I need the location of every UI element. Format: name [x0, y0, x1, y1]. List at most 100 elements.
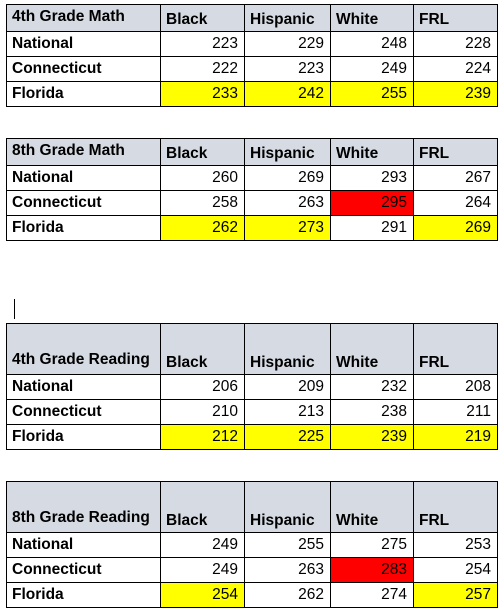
table-title: 8th Grade Reading	[6, 481, 161, 533]
table-cell: 293	[330, 165, 414, 191]
table-cell: 206	[160, 374, 245, 400]
column-header-hispanic: Hispanic	[244, 138, 331, 166]
table-8th-grade-reading: 8th Grade Reading Black Hispanic White F…	[6, 481, 498, 608]
column-header-white: White	[330, 4, 414, 32]
table-row: Florida 212 225 239 219	[6, 424, 498, 450]
table-cell: 239	[330, 424, 414, 450]
table-cell: 260	[160, 165, 245, 191]
table-row: National 223 229 248 228	[6, 31, 498, 57]
column-header-black: Black	[160, 4, 245, 32]
table-cell: 255	[244, 532, 331, 558]
table-cell: 225	[244, 424, 331, 450]
table-cell: 224	[413, 56, 498, 82]
table-cell: 274	[330, 582, 414, 608]
column-header-frl: FRL	[413, 4, 498, 32]
table-cell: 213	[244, 399, 331, 425]
table-cell: 273	[244, 215, 331, 241]
table-row: Florida 233 242 255 239	[6, 81, 498, 107]
table-cell: 263	[244, 557, 331, 583]
table-cell: 262	[244, 582, 331, 608]
table-header-row: 4th Grade Reading Black Hispanic White F…	[6, 323, 498, 375]
table-cell: 275	[330, 532, 414, 558]
table-cell: 254	[413, 557, 498, 583]
table-8th-grade-math: 8th Grade Math Black Hispanic White FRL …	[6, 138, 498, 241]
table-cell: 255	[330, 81, 414, 107]
table-header-row: 8th Grade Reading Black Hispanic White F…	[6, 481, 498, 533]
table-title: 4th Grade Math	[6, 4, 161, 32]
row-label: Florida	[6, 81, 161, 107]
column-header-frl: FRL	[413, 481, 498, 533]
table-title: 8th Grade Math	[6, 138, 161, 166]
table-cell: 211	[413, 399, 498, 425]
table-cell: 242	[244, 81, 331, 107]
table-cell: 257	[413, 582, 498, 608]
column-header-white: White	[330, 323, 414, 375]
table-cell: 209	[244, 374, 331, 400]
table-row: Connecticut 222 223 249 224	[6, 56, 498, 82]
row-label: National	[6, 31, 161, 57]
table-cell: 219	[413, 424, 498, 450]
row-label: Florida	[6, 582, 161, 608]
column-header-hispanic: Hispanic	[244, 4, 331, 32]
row-label: National	[6, 165, 161, 191]
table-cell: 295	[330, 190, 414, 216]
row-label: Connecticut	[6, 399, 161, 425]
row-label: Connecticut	[6, 557, 161, 583]
table-cell: 212	[160, 424, 245, 450]
table-cell: 238	[330, 399, 414, 425]
row-label: Florida	[6, 424, 161, 450]
table-cell: 269	[244, 165, 331, 191]
table-4th-grade-math: 4th Grade Math Black Hispanic White FRL …	[6, 4, 498, 107]
table-row: Connecticut 210 213 238 211	[6, 399, 498, 425]
table-row: National 249 255 275 253	[6, 532, 498, 558]
column-header-black: Black	[160, 138, 245, 166]
table-cell: 262	[160, 215, 245, 241]
row-label: Connecticut	[6, 56, 161, 82]
table-cell: 263	[244, 190, 331, 216]
table-cell: 249	[160, 532, 245, 558]
table-cell: 223	[160, 31, 245, 57]
column-header-white: White	[330, 138, 414, 166]
table-cell: 239	[413, 81, 498, 107]
table-row: Connecticut 258 263 295 264	[6, 190, 498, 216]
table-row: National 260 269 293 267	[6, 165, 498, 191]
table-cell: 232	[330, 374, 414, 400]
column-header-frl: FRL	[413, 138, 498, 166]
table-cell: 264	[413, 190, 498, 216]
table-cell: 283	[330, 557, 414, 583]
table-cell: 223	[244, 56, 331, 82]
table-cell: 291	[330, 215, 414, 241]
table-cell: 253	[413, 532, 498, 558]
table-cell: 233	[160, 81, 245, 107]
table-row: Connecticut 249 263 283 254	[6, 557, 498, 583]
table-cell: 269	[413, 215, 498, 241]
table-cell: 248	[330, 31, 414, 57]
table-cell: 222	[160, 56, 245, 82]
table-cell: 229	[244, 31, 331, 57]
table-cell: 208	[413, 374, 498, 400]
table-cell: 249	[160, 557, 245, 583]
table-cell: 249	[330, 56, 414, 82]
column-header-black: Black	[160, 481, 245, 533]
column-header-frl: FRL	[413, 323, 498, 375]
row-label: National	[6, 532, 161, 558]
table-cell: 228	[413, 31, 498, 57]
table-header-row: 4th Grade Math Black Hispanic White FRL	[6, 4, 498, 32]
table-row: Florida 262 273 291 269	[6, 215, 498, 241]
column-header-hispanic: Hispanic	[244, 481, 331, 533]
table-cell: 254	[160, 582, 245, 608]
row-label: Connecticut	[6, 190, 161, 216]
table-row: National 206 209 232 208	[6, 374, 498, 400]
table-cell: 267	[413, 165, 498, 191]
table-4th-grade-reading: 4th Grade Reading Black Hispanic White F…	[6, 323, 498, 450]
table-header-row: 8th Grade Math Black Hispanic White FRL	[6, 138, 498, 166]
row-label: Florida	[6, 215, 161, 241]
column-header-hispanic: Hispanic	[244, 323, 331, 375]
table-row: Florida 254 262 274 257	[6, 582, 498, 608]
text-cursor	[14, 299, 15, 319]
table-cell: 258	[160, 190, 245, 216]
row-label: National	[6, 374, 161, 400]
column-header-black: Black	[160, 323, 245, 375]
table-cell: 210	[160, 399, 245, 425]
column-header-white: White	[330, 481, 414, 533]
